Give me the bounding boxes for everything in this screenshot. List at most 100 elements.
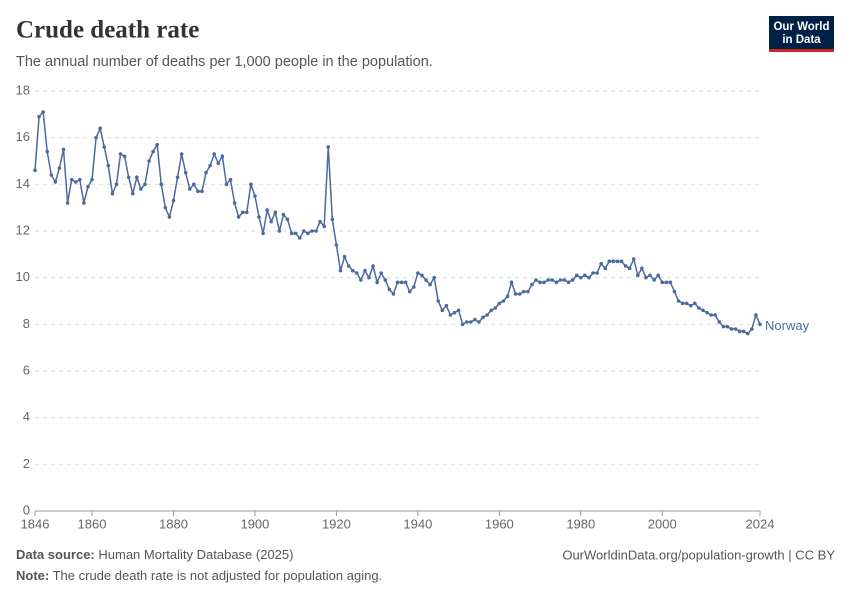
- y-tick-label: 2: [23, 456, 30, 471]
- logo-bar: [769, 49, 834, 52]
- point: [562, 278, 567, 282]
- chart-subtitle: The annual number of deaths per 1,000 pe…: [16, 54, 433, 70]
- point: [94, 135, 98, 140]
- point: [367, 275, 371, 280]
- point: [126, 175, 131, 180]
- point: [371, 264, 375, 268]
- point: [440, 308, 445, 313]
- point: [159, 182, 164, 187]
- point: [257, 215, 261, 219]
- point: [684, 301, 689, 306]
- point: [754, 313, 758, 317]
- point: [456, 308, 461, 313]
- point: [236, 215, 241, 219]
- point: [187, 187, 192, 191]
- chart-title: Crude death rate: [16, 17, 199, 44]
- point: [668, 280, 673, 285]
- point: [745, 331, 750, 336]
- point: [387, 287, 392, 292]
- point: [526, 289, 530, 294]
- point: [709, 313, 713, 317]
- point: [550, 278, 555, 282]
- point: [644, 275, 648, 280]
- point: [228, 177, 233, 182]
- point: [420, 273, 424, 278]
- point: [244, 210, 249, 215]
- logo[interactable]: Our World in Data: [769, 16, 834, 52]
- x-tick-label: 1980: [566, 516, 595, 531]
- point: [86, 184, 90, 189]
- point: [359, 278, 363, 282]
- point: [725, 324, 730, 329]
- point: [469, 320, 473, 324]
- point: [338, 268, 343, 273]
- point: [69, 177, 74, 182]
- point: [285, 217, 290, 222]
- point: [395, 280, 400, 285]
- point: [253, 194, 257, 198]
- point: [538, 280, 542, 285]
- point: [672, 289, 677, 294]
- point: [391, 292, 396, 296]
- point: [750, 327, 754, 331]
- point: [448, 313, 453, 317]
- point: [591, 271, 595, 275]
- point: [652, 278, 656, 282]
- point: [49, 173, 54, 177]
- point: [627, 266, 632, 271]
- point: [73, 180, 78, 184]
- line: [34, 110, 761, 335]
- point: [570, 278, 575, 282]
- point: [452, 310, 457, 315]
- point: [310, 229, 314, 233]
- point: [411, 285, 416, 289]
- y-tick-label: 18: [16, 82, 30, 97]
- point: [65, 201, 70, 205]
- point: [636, 273, 640, 278]
- point: [200, 189, 204, 194]
- point: [179, 152, 184, 156]
- point: [306, 231, 310, 236]
- point: [130, 191, 135, 196]
- point: [216, 161, 221, 166]
- point: [701, 308, 705, 313]
- point: [424, 278, 428, 282]
- point: [204, 170, 208, 175]
- y-tick-label: 16: [16, 129, 30, 144]
- source: Data source: Human Mortality Database (2…: [16, 547, 293, 562]
- point: [249, 182, 253, 187]
- point: [163, 205, 168, 210]
- point: [741, 329, 746, 334]
- url[interactable]: OurWorldinData.org/population-growth | C…: [562, 547, 835, 562]
- point: [517, 292, 522, 296]
- point: [37, 114, 41, 119]
- y-tick-label: 10: [16, 269, 30, 284]
- point: [383, 278, 388, 282]
- source-label: Data source:: [16, 547, 95, 562]
- y-tick-label: 6: [23, 362, 30, 377]
- x-tick-label: 1880: [159, 516, 188, 531]
- source-text: Human Mortality Database (2025): [98, 547, 293, 562]
- x-tick-label: 1846: [21, 516, 50, 531]
- point: [566, 280, 571, 285]
- x-tick-label: 1940: [403, 516, 432, 531]
- point: [444, 303, 449, 308]
- point: [693, 301, 697, 306]
- point: [232, 201, 237, 205]
- point: [505, 294, 510, 299]
- point: [530, 282, 534, 287]
- point: [41, 110, 45, 114]
- x-tick-label: 1860: [78, 516, 107, 531]
- point: [640, 266, 644, 271]
- point: [151, 149, 155, 154]
- point: [513, 292, 518, 296]
- point: [717, 320, 722, 324]
- x-tick-label: 1960: [485, 516, 514, 531]
- point: [350, 268, 355, 273]
- point: [497, 301, 502, 306]
- point: [558, 278, 563, 282]
- point: [583, 273, 587, 278]
- point: [697, 306, 701, 310]
- point: [481, 315, 485, 320]
